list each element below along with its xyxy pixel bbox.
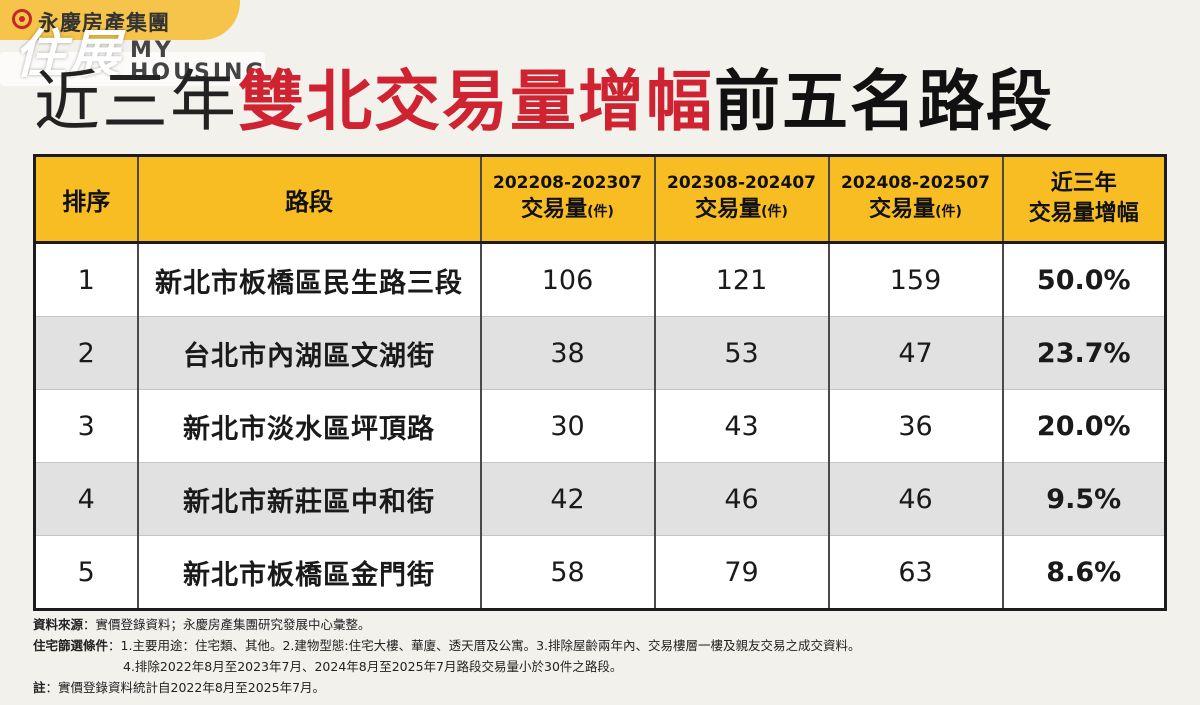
volume-period-3-cell: 159: [827, 242, 1004, 317]
volume-period-3-cell: 47: [827, 316, 1004, 390]
volume-period-3-cell: 46: [827, 462, 1004, 536]
watermark-housing: HOUSING: [130, 60, 267, 85]
table-row: 3 新北市淡水區坪頂路 30 43 36 20.0%: [33, 389, 1167, 463]
watermark-script: 住展: [14, 24, 123, 85]
header-road: 路段: [136, 155, 482, 244]
title-part-highlight: 雙北交易量增幅: [238, 63, 714, 140]
page-title: 近三年雙北交易量增幅前五名路段: [34, 62, 1054, 142]
header-period-2: 202308-202407 交易量(件): [653, 155, 830, 244]
growth-cell: 23.7%: [1001, 316, 1167, 390]
header-rank: 排序: [33, 155, 139, 244]
watermark-my: MY: [130, 38, 174, 63]
table-row: 5 新北市板橋區金門街 58 79 63 8.6%: [33, 535, 1167, 610]
table-row: 1 新北市板橋區民生路三段 106 121 159 50.0%: [33, 242, 1167, 317]
footnotes: 資料來源：實價登錄資料；永慶房產集團研究發展中心彙整。 住宅篩選條件：1.主要用…: [33, 614, 861, 698]
volume-period-2-cell: 53: [653, 316, 830, 390]
rank-cell: 5: [33, 535, 139, 610]
title-part-period: 近三年: [34, 63, 238, 140]
table-row: 4 新北市新莊區中和街 42 46 46 9.5%: [33, 462, 1167, 536]
brand-header: 永慶房產集團: [0, 0, 240, 40]
header-period-1: 202208-202307 交易量(件): [479, 155, 656, 244]
volume-period-2-cell: 121: [653, 242, 830, 317]
volume-period-2-cell: 43: [653, 389, 830, 463]
road-cell: 台北市內湖區文湖街: [136, 316, 482, 390]
filter-note-continued: 4.排除2022年8月至2023年7月、2024年8月至2025年7月路段交易量…: [123, 659, 623, 674]
volume-period-1-cell: 30: [479, 389, 656, 463]
brand-logo-icon: [12, 9, 32, 29]
table-header-row: 排序 路段 202208-202307 交易量(件) 202308-202407…: [33, 155, 1167, 244]
road-cell: 新北市板橋區金門街: [136, 535, 482, 610]
growth-cell: 9.5%: [1001, 462, 1167, 536]
brand-name: 永慶房產集團: [38, 11, 170, 35]
rank-cell: 3: [33, 389, 139, 463]
header-growth: 近三年 交易量增幅: [1001, 155, 1167, 244]
volume-period-1-cell: 58: [479, 535, 656, 610]
growth-cell: 50.0%: [1001, 242, 1167, 317]
header-period-3: 202408-202507 交易量(件): [827, 155, 1004, 244]
volume-period-1-cell: 42: [479, 462, 656, 536]
rank-cell: 4: [33, 462, 139, 536]
volume-period-2-cell: 46: [653, 462, 830, 536]
volume-period-3-cell: 63: [827, 535, 1004, 610]
volume-period-2-cell: 79: [653, 535, 830, 610]
table-row: 2 台北市內湖區文湖街 38 53 47 23.7%: [33, 316, 1167, 390]
watermark-band: [0, 52, 265, 86]
ranking-table: 排序 路段 202208-202307 交易量(件) 202308-202407…: [33, 154, 1167, 611]
road-cell: 新北市板橋區民生路三段: [136, 242, 482, 317]
filter-note: 住宅篩選條件：1.主要用途：住宅類、其他。2.建物型態:住宅大樓、華廈、透天厝及…: [33, 638, 861, 653]
volume-period-3-cell: 36: [827, 389, 1004, 463]
rank-cell: 2: [33, 316, 139, 390]
title-part-subject: 前五名路段: [714, 63, 1054, 140]
source-note: 資料來源：實價登錄資料；永慶房產集團研究發展中心彙整。: [33, 617, 371, 632]
rank-cell: 1: [33, 242, 139, 317]
remark-note: 註：實價登錄資料統計自2022年8月至2025年7月。: [33, 680, 326, 695]
volume-period-1-cell: 106: [479, 242, 656, 317]
growth-cell: 8.6%: [1001, 535, 1167, 610]
volume-period-1-cell: 38: [479, 316, 656, 390]
road-cell: 新北市新莊區中和街: [136, 462, 482, 536]
growth-cell: 20.0%: [1001, 389, 1167, 463]
road-cell: 新北市淡水區坪頂路: [136, 389, 482, 463]
